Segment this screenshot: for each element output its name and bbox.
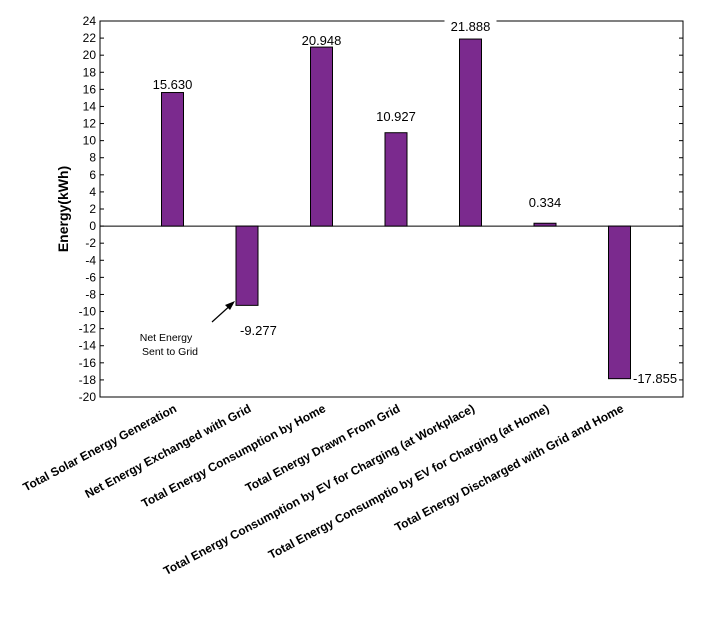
y-tick-label: 0: [89, 219, 96, 233]
data-label: -17.855: [633, 371, 677, 386]
y-tick-label: -6: [85, 270, 96, 284]
bar: [161, 92, 184, 227]
data-label: 21.888: [451, 19, 491, 34]
bar: [459, 38, 482, 227]
y-tick-label: 10: [83, 134, 97, 148]
y-tick-label: 20: [83, 48, 97, 62]
y-tick-label: -4: [85, 253, 96, 267]
y-tick-label: 8: [89, 151, 96, 165]
y-axis-label: Energy(kWh): [55, 166, 71, 252]
y-tick-label: 4: [89, 185, 96, 199]
y-tick-label: -8: [85, 287, 96, 301]
y-tick-label: 18: [83, 65, 97, 79]
y-tick-label: -14: [79, 339, 97, 353]
data-labels-group: 15.630 -9.277 20.948 10.927 21.888 0.334 -17.8…: [153, 17, 677, 386]
y-tick-label: -16: [79, 356, 97, 370]
annotation: Net Energy Sent to Grid: [140, 301, 235, 358]
y-tick-label: 6: [89, 168, 96, 182]
y-tick-label: -18: [79, 373, 97, 387]
data-label: 15.630: [153, 77, 193, 92]
data-label: -9.277: [240, 323, 277, 338]
data-label: 10.927: [376, 109, 416, 124]
y-tick-label: 2: [89, 202, 96, 216]
y-tick-label: 24: [83, 14, 97, 28]
annotation-arrowhead-icon: [225, 301, 235, 310]
bars-group: [161, 38, 631, 380]
bar: [384, 132, 408, 227]
x-category-label: Total Energy Consumptio by EV for Chargi…: [266, 401, 551, 562]
y-tick-label: 12: [83, 117, 97, 131]
data-label: 0.334: [529, 195, 562, 210]
y-tick-label: -10: [79, 305, 97, 319]
y-tick-label: 14: [83, 99, 97, 113]
y-tick-label: -20: [79, 390, 97, 404]
y-tick-label: 22: [83, 31, 97, 45]
bar: [310, 46, 333, 227]
y-axis-ticks: -20-18-16-14-12-10-8-6-4-202468101214161…: [79, 14, 683, 404]
annotation-line-2: Sent to Grid: [142, 346, 198, 358]
bar: [533, 222, 557, 227]
bar: [235, 225, 259, 306]
y-tick-label: -12: [79, 322, 97, 336]
y-tick-label: -2: [85, 236, 96, 250]
data-label-background: [444, 17, 497, 35]
annotation-line-1: Net Energy: [140, 332, 193, 344]
bar: [608, 225, 631, 380]
data-label: 20.948: [302, 33, 342, 48]
y-tick-label: 16: [83, 82, 97, 96]
